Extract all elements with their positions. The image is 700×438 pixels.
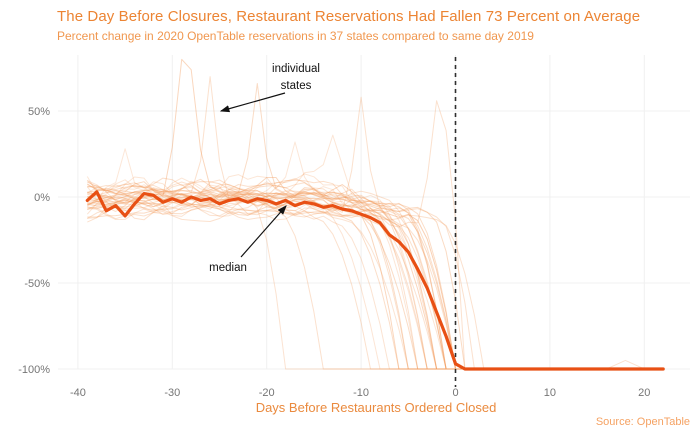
y-tick-label: 0% (34, 192, 50, 204)
state-line (86, 134, 664, 370)
annotation-arrow (219, 92, 286, 113)
state-line (87, 83, 664, 370)
x-tick-label: 10 (544, 387, 556, 399)
annotation-label: states (281, 80, 312, 92)
x-tick-label: -40 (70, 387, 86, 399)
state-line (87, 200, 664, 370)
median-line (85, 190, 665, 371)
x-tick-label: -20 (259, 387, 275, 399)
x-axis-label: Days Before Restaurants Ordered Closed (255, 400, 497, 415)
x-tick-label: -30 (164, 387, 180, 399)
annotation-individual-states: individual states (219, 63, 320, 113)
chart-title: The Day Before Closures, Restaurant Rese… (57, 8, 641, 25)
annotation-label: median (209, 262, 247, 274)
state-line (87, 202, 664, 370)
state-line (86, 141, 664, 370)
state-line (87, 200, 664, 370)
x-tick-label: -10 (353, 387, 369, 399)
y-tick-label: 50% (28, 106, 50, 118)
source-credit: Source: OpenTable (595, 416, 690, 428)
individual-state-lines (86, 58, 664, 370)
gridlines (58, 55, 690, 370)
state-line (87, 198, 664, 370)
annotation-label: individual (272, 63, 320, 75)
annotation-arrow (240, 205, 287, 258)
state-line (87, 205, 664, 370)
x-tick-label: 0 (452, 387, 458, 399)
state-line (87, 198, 664, 370)
annotation-median: median (209, 205, 287, 274)
x-tick-label: 20 (638, 387, 650, 399)
y-tick-label: -100% (18, 364, 50, 376)
y-tick-label: -50% (24, 278, 50, 290)
chart-subtitle: Percent change in 2020 OpenTable reserva… (57, 29, 534, 43)
state-line (87, 100, 664, 370)
axis-ticks: 50% 0% -50% -100% -40 -30 -20 -10 0 10 20 (18, 106, 650, 399)
